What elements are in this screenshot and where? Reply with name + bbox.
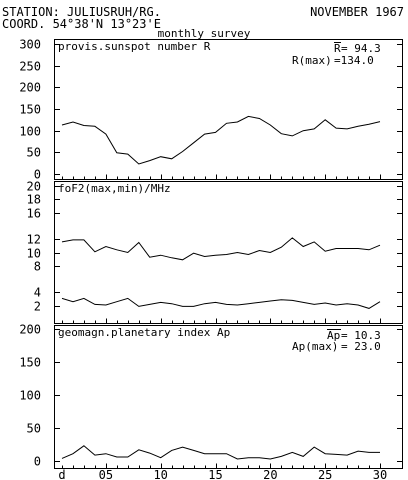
sunspot-series-line-1 [61,115,381,165]
sunspot-ytick-label: 100 [19,125,41,139]
ap-mean-value: = 10.3 [341,329,381,342]
ap-max-symbol: Ap(max) [292,340,338,353]
x-tick-label: 15 [208,468,222,480]
survey-label: monthly survey [158,27,251,40]
sunspot-ytick-label: 250 [19,60,41,74]
sunspot-ytick-label: 150 [19,103,41,117]
fof2-ytick-label: 12 [27,233,41,247]
x-tick-label: 05 [99,468,113,480]
sunspot-mean-symbol: R [334,42,341,55]
ap-series-line-1 [61,445,380,460]
fof2-series-line-1 [61,237,381,261]
ap-chart-layer: 0 50 100 150 200 [19,323,403,469]
ap-ytick-label: 200 [19,323,41,337]
fof2-panel-title: foF2(max,min)/MHz [58,182,171,195]
station-label: STATION: JULIUSRUH/RG. [2,5,161,19]
fof2-ytick-label: 2 [34,300,41,314]
sunspot-mean-annotation: R = 94.3 [334,42,381,55]
month-label: NOVEMBER 1967 [310,5,404,19]
panel-frame-ap [54,325,403,469]
ap-panel-title: geomagn.planetary index Ap [58,326,230,339]
ap-max-annotation: Ap(max) = 23.0 [292,340,381,353]
panel-frame-fof2 [54,181,403,324]
sunspot-mean-value: = 94.3 [341,42,381,55]
fof2-ytick-label: 18 [27,193,41,207]
ap-ytick-label: 0 [34,455,41,469]
x-tick-label: 10 [153,468,167,480]
sunspot-max-annotation: R(max) =134.0 [292,54,374,67]
sunspot-ytick-label: 300 [19,38,41,52]
x-tick-label: 20 [263,468,277,480]
x-tick-label: d [58,468,65,480]
fof2-ytick-label: 20 [27,180,41,194]
sunspot-max-symbol: R(max) [292,54,332,67]
sunspot-ytick-label: 50 [27,146,41,160]
ap-ytick-label: 150 [19,356,41,370]
ap-mean-annotation: Ap = 10.3 [327,329,381,342]
fof2-ytick-label: 16 [27,207,41,221]
fof2-ytick-label: 8 [34,260,41,274]
x-tick-label: 30 [373,468,387,480]
sunspot-max-value: =134.0 [334,54,374,67]
fof2-ytick-label: 10 [27,247,41,261]
ap-max-value: = 23.0 [341,340,381,353]
sunspot-chart-layer: 0 50 100 150 200 250 300 [19,38,403,182]
sunspot-panel-title: provis.sunspot number R [58,40,211,53]
sunspot-ytick-label: 200 [19,81,41,95]
coord-label: COORD. 54°38'N 13°23'E [2,17,161,31]
sunspot-ytick-label: 0 [34,168,41,182]
x-axis-layer: d 05 10 15 20 25 30 [58,468,387,480]
fof2-ytick-label: 4 [34,286,41,300]
x-tick-label: 25 [318,468,332,480]
ap-ytick-label: 50 [27,422,41,436]
fof2-series-line-2 [61,297,381,309]
ap-mean-symbol: Ap [327,329,340,342]
ap-ytick-label: 100 [19,389,41,403]
